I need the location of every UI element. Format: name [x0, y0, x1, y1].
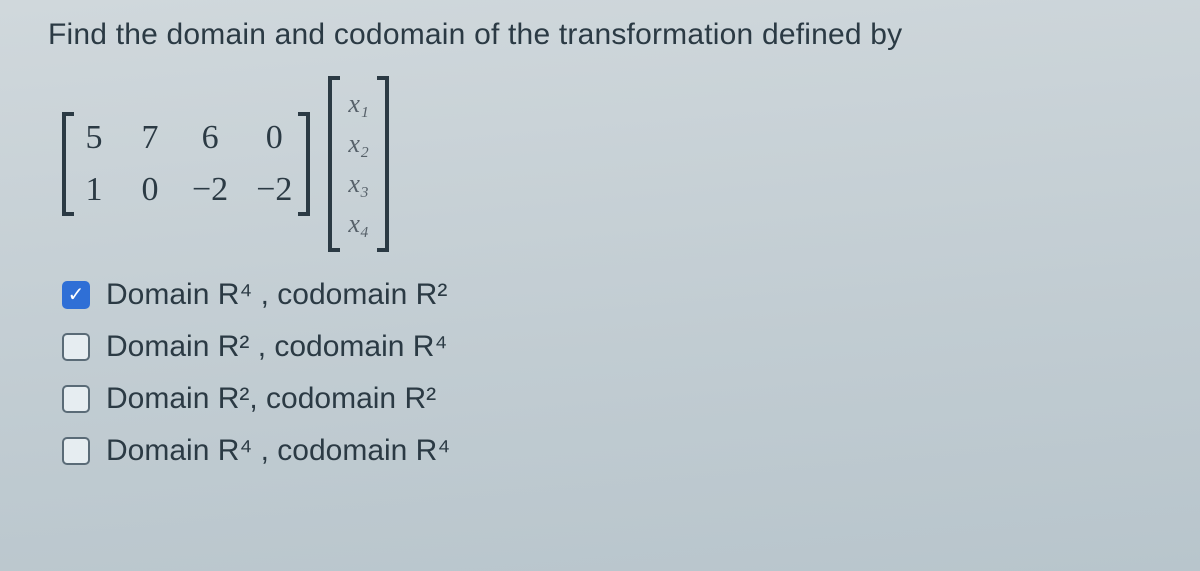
question-text: Find the domain and codomain of the tran…	[48, 18, 1152, 52]
matrix-cell: −2	[192, 171, 228, 209]
matrix-cell: 7	[136, 119, 164, 157]
answer-options: ✓ Domain R⁴ , codomain R² Domain R² , co…	[62, 278, 1152, 468]
left-bracket-icon	[62, 112, 74, 216]
option-label: Domain R⁴ , codomain R⁴	[106, 434, 450, 468]
matrix-cell: 0	[256, 119, 292, 157]
left-bracket-icon	[328, 76, 340, 252]
equation: 5 7 6 0 1 0 −2 −2 x₁ x₂ x₃ x₄	[62, 76, 1152, 252]
vector-entry: x₄	[348, 209, 369, 239]
matrix-grid: 5 7 6 0 1 0 −2 −2	[74, 115, 298, 213]
vector-entry: x₁	[348, 89, 369, 119]
right-bracket-icon	[298, 112, 310, 216]
matrix-cell: 6	[192, 119, 228, 157]
checkbox-icon[interactable]	[62, 333, 90, 361]
matrix-cell: −2	[256, 171, 292, 209]
option-row[interactable]: Domain R⁴ , codomain R⁴	[62, 434, 1152, 468]
option-row[interactable]: Domain R², codomain R²	[62, 382, 1152, 416]
matrix-A: 5 7 6 0 1 0 −2 −2	[62, 112, 310, 216]
checkbox-icon[interactable]	[62, 385, 90, 413]
option-row[interactable]: ✓ Domain R⁴ , codomain R²	[62, 278, 1152, 312]
vector-entry: x₃	[348, 169, 369, 199]
option-label: Domain R², codomain R²	[106, 382, 436, 416]
option-label: Domain R⁴ , codomain R²	[106, 278, 447, 312]
vector-entry: x₂	[348, 129, 369, 159]
matrix-cell: 1	[80, 171, 108, 209]
right-bracket-icon	[377, 76, 389, 252]
quiz-page: Find the domain and codomain of the tran…	[0, 0, 1200, 571]
vector-grid: x₁ x₂ x₃ x₄	[340, 85, 377, 243]
matrix-cell: 5	[80, 119, 108, 157]
vector-x: x₁ x₂ x₃ x₄	[328, 76, 389, 252]
matrix-cell: 0	[136, 171, 164, 209]
option-label: Domain R² , codomain R⁴	[106, 330, 447, 364]
option-row[interactable]: Domain R² , codomain R⁴	[62, 330, 1152, 364]
checkbox-icon[interactable]: ✓	[62, 281, 90, 309]
checkbox-icon[interactable]	[62, 437, 90, 465]
